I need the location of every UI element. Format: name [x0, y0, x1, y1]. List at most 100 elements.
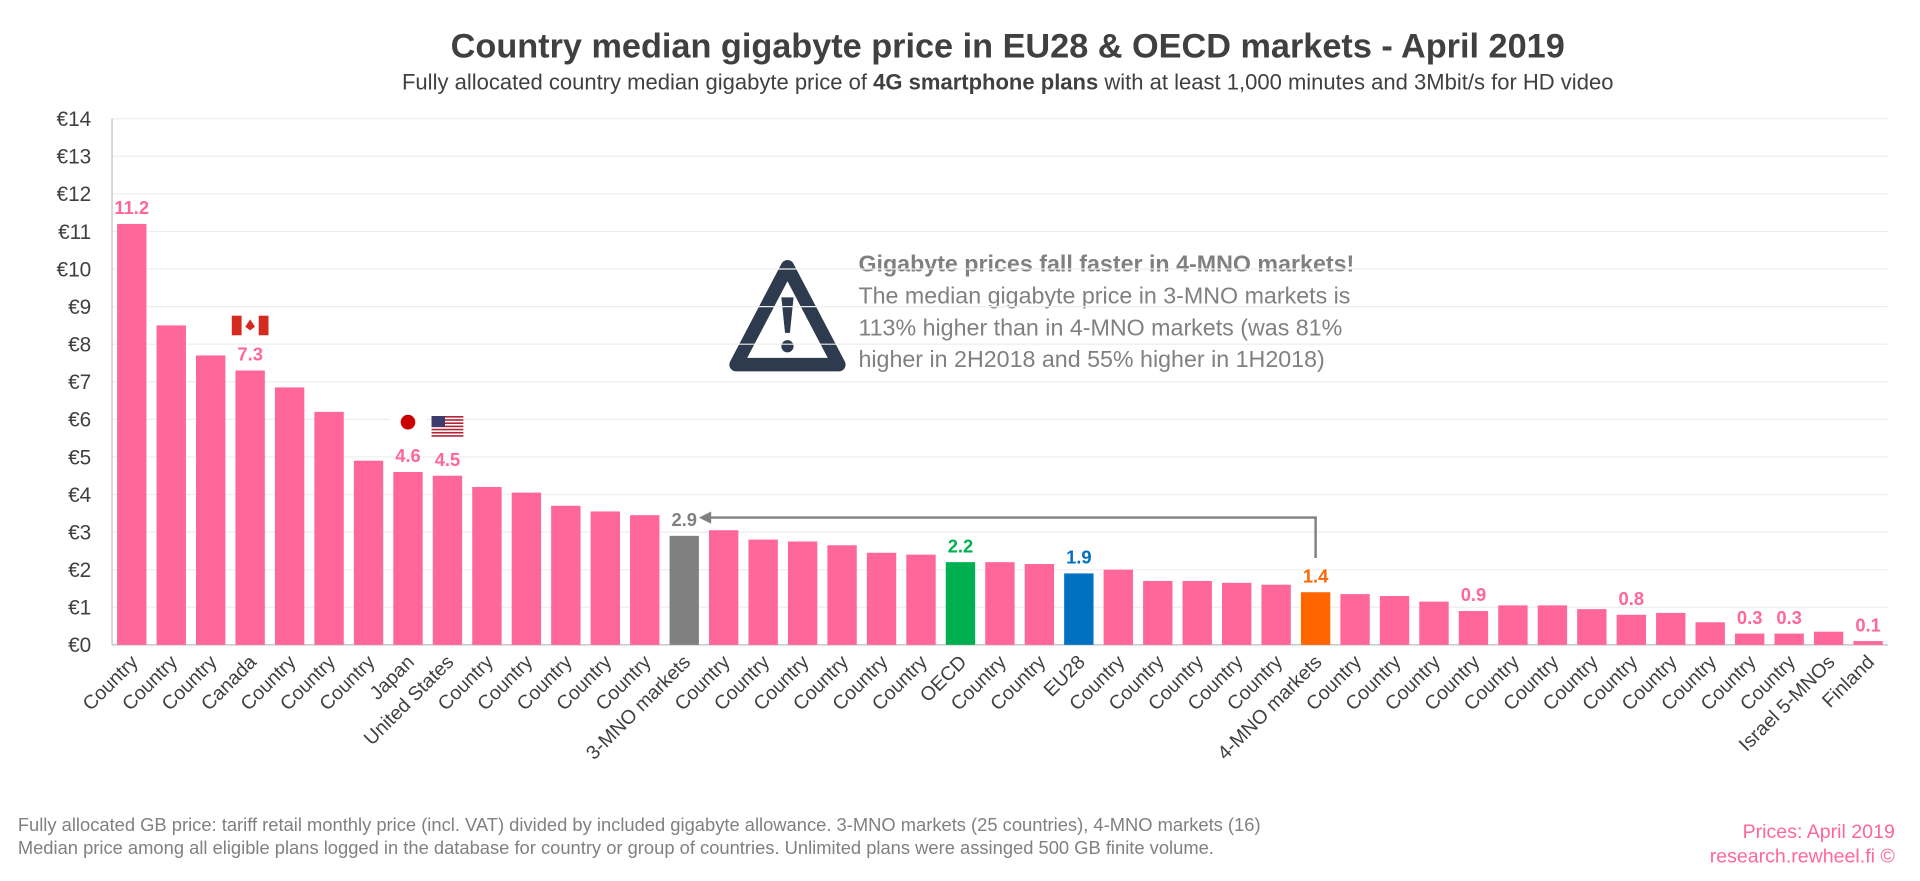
bar [1340, 594, 1370, 645]
bar [1143, 580, 1173, 645]
flag-part [431, 419, 464, 421]
bar [196, 355, 226, 645]
bar [1498, 605, 1528, 645]
bar [432, 475, 463, 645]
annotation-line: The median gigabyte price in 3-MNO marke… [858, 282, 1350, 308]
bar [1735, 633, 1765, 645]
annotation-heading: Gigabyte prices fall faster in 4-MNO mar… [858, 251, 1354, 277]
bar [906, 554, 936, 645]
source: research.rewheel.fi © [1710, 846, 1896, 868]
bar [314, 411, 344, 645]
annotation-line: 113% higher than in 4-MNO markets (was 8… [858, 314, 1342, 340]
y-tick-label: €5 [68, 446, 91, 469]
bar [630, 515, 660, 645]
flag-part [431, 416, 464, 418]
value-label: 4.6 [395, 445, 421, 466]
y-tick-label: €7 [68, 371, 91, 394]
bar [551, 505, 581, 645]
bar [985, 562, 1015, 645]
value-label: 1.9 [1066, 547, 1092, 568]
flag-part [400, 414, 416, 430]
flag-canada [231, 315, 269, 336]
y-tick-label: €4 [68, 484, 91, 507]
bar [827, 545, 857, 645]
y-tick-label: €12 [57, 183, 92, 206]
chart-subtitle: Fully allocated country median gigabyte … [402, 69, 1613, 94]
bar [1695, 622, 1725, 645]
bar [1182, 580, 1212, 645]
bar [1813, 631, 1844, 645]
bar [1853, 641, 1883, 645]
y-tick-label: €10 [57, 258, 92, 281]
bar [1261, 584, 1291, 645]
value-label: 2.2 [948, 535, 974, 556]
flag-part [431, 422, 464, 424]
y-tick-label: €13 [57, 146, 92, 169]
flag-part [431, 416, 446, 428]
y-tick-label: €9 [68, 296, 91, 319]
flag-part [431, 431, 464, 434]
value-label: 2.9 [671, 509, 697, 530]
bar [787, 541, 818, 645]
bar [590, 511, 620, 645]
bar [669, 535, 699, 645]
y-tick-label: €0 [68, 634, 91, 657]
y-tick-label: €6 [68, 409, 91, 432]
value-label: 0.1 [1855, 614, 1881, 635]
flag-part [431, 428, 464, 431]
bar [117, 223, 147, 645]
bar [235, 370, 265, 645]
bar [274, 387, 305, 645]
footnote: Median price among all eligible plans lo… [18, 837, 1214, 858]
subtitle-part: Fully allocated country median gigabyte … [402, 69, 868, 94]
comparison-arrow [706, 516, 1317, 558]
value-label: 4.5 [435, 449, 461, 470]
y-tick-label: €1 [68, 597, 91, 620]
flag-japan [389, 413, 427, 435]
subtitle-part: with at least 1,000 minutes and 3Mbit/s … [1103, 69, 1613, 94]
chart-title: Country median gigabyte price in EU28 & … [451, 28, 1565, 66]
bar [945, 562, 976, 645]
value-label: 0.3 [1737, 607, 1763, 628]
value-label: 11.2 [114, 197, 149, 218]
value-label: 1.4 [1303, 565, 1329, 586]
y-tick-label: €14 [57, 108, 92, 131]
value-label: 7.3 [237, 344, 263, 365]
bar [1300, 592, 1331, 645]
y-tick-label: €3 [68, 521, 91, 544]
bar [748, 539, 778, 645]
bar [1656, 612, 1686, 645]
bar [1222, 582, 1252, 645]
bar [1774, 633, 1804, 645]
y-tick-label: €2 [68, 559, 91, 582]
flag-usa [431, 416, 464, 437]
value-label: 0.8 [1619, 588, 1645, 609]
flag-part [431, 425, 464, 428]
flag-part [231, 315, 242, 336]
flag-part [431, 435, 464, 437]
bar [709, 530, 739, 645]
subtitle-part: 4G smartphone plans [873, 69, 1098, 94]
bar [393, 471, 423, 645]
warning-icon [729, 260, 846, 372]
bar [156, 325, 186, 645]
arrow-head [698, 511, 712, 524]
bar [1024, 564, 1055, 645]
bar [472, 486, 502, 645]
bar [1103, 569, 1133, 645]
flag-part [258, 315, 269, 336]
y-tick-label: €11 [58, 221, 91, 244]
bar [1616, 614, 1646, 645]
footnote: Fully allocated GB price: tariff retail … [18, 814, 1261, 835]
source: Prices: April 2019 [1743, 821, 1895, 843]
value-label: 0.3 [1776, 607, 1802, 628]
y-tick-label: €8 [68, 334, 91, 357]
value-label: 0.9 [1461, 584, 1487, 605]
bar [1419, 601, 1449, 645]
bar [1577, 609, 1607, 645]
annotation-line: higher in 2H2018 and 55% higher in 1H201… [858, 346, 1324, 372]
bar [1458, 611, 1489, 645]
flag-part [245, 319, 256, 331]
